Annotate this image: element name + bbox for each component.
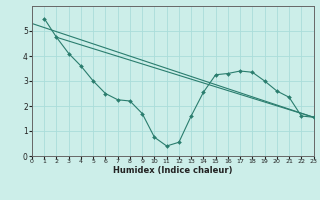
X-axis label: Humidex (Indice chaleur): Humidex (Indice chaleur) (113, 166, 233, 175)
